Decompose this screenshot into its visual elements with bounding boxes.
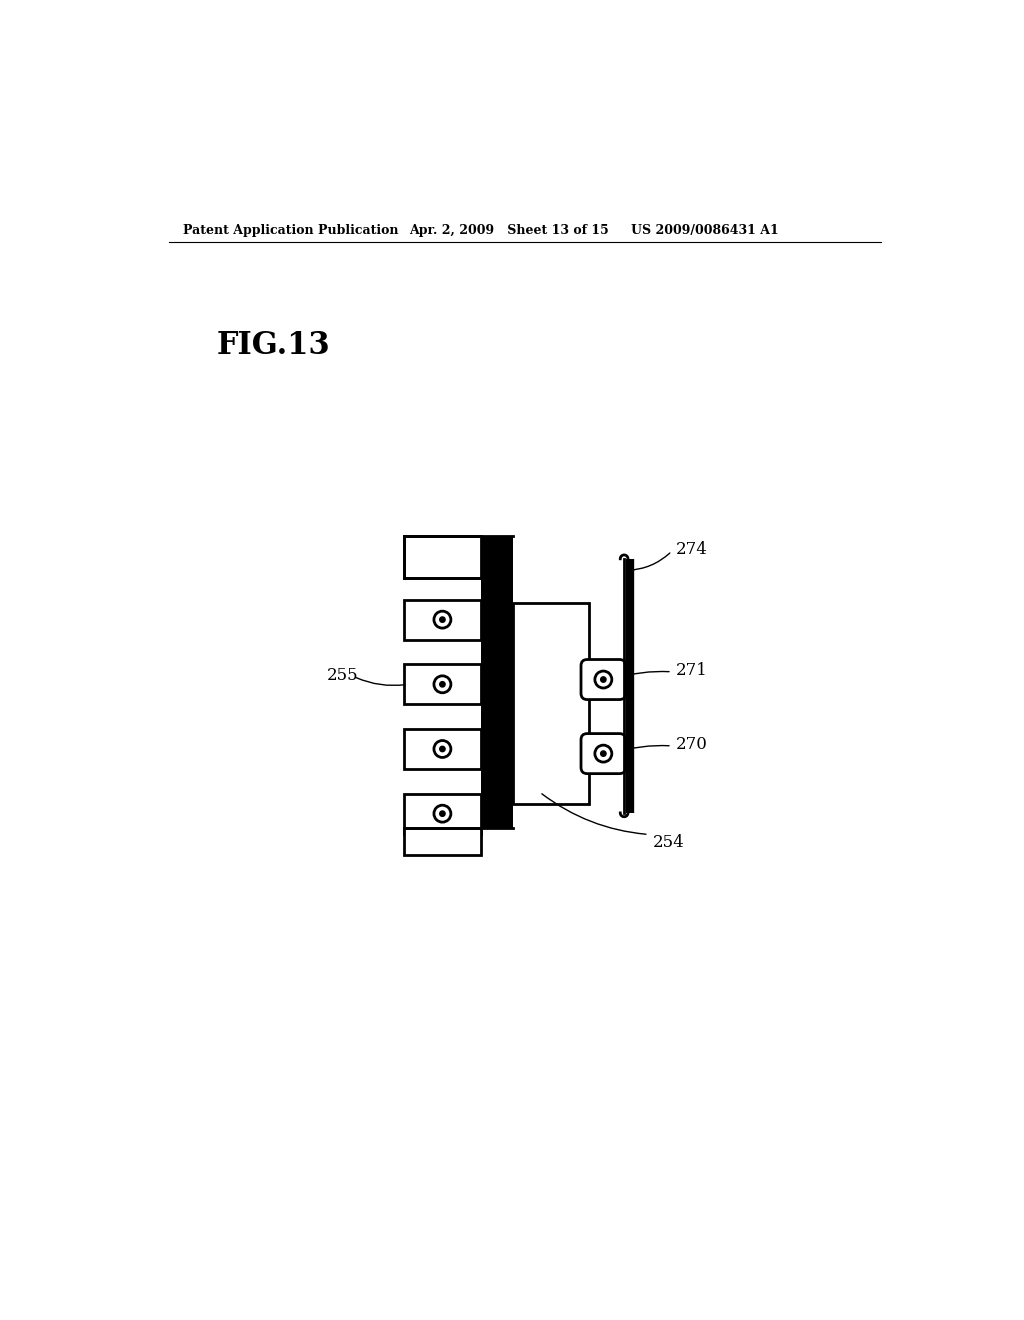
Text: 255: 255 — [327, 667, 358, 684]
FancyBboxPatch shape — [581, 660, 626, 700]
Circle shape — [601, 677, 606, 682]
Text: 270: 270 — [676, 735, 708, 752]
Bar — [513, 603, 589, 804]
Bar — [481, 536, 513, 829]
Bar — [403, 829, 481, 855]
Bar — [403, 664, 481, 705]
Text: 271: 271 — [676, 661, 708, 678]
Text: US 2009/0086431 A1: US 2009/0086431 A1 — [631, 223, 779, 236]
Text: FIG.13: FIG.13 — [217, 330, 331, 360]
Circle shape — [439, 616, 445, 622]
Text: Patent Application Publication: Patent Application Publication — [183, 223, 398, 236]
Text: 274: 274 — [676, 541, 708, 558]
Circle shape — [601, 751, 606, 756]
Text: Apr. 2, 2009   Sheet 13 of 15: Apr. 2, 2009 Sheet 13 of 15 — [410, 223, 609, 236]
Bar — [403, 536, 481, 578]
Circle shape — [439, 681, 445, 686]
Bar — [403, 729, 481, 770]
Bar — [403, 793, 481, 834]
Circle shape — [439, 810, 445, 816]
Text: 254: 254 — [652, 834, 684, 850]
FancyBboxPatch shape — [581, 734, 626, 774]
Circle shape — [439, 746, 445, 751]
Bar — [403, 599, 481, 640]
